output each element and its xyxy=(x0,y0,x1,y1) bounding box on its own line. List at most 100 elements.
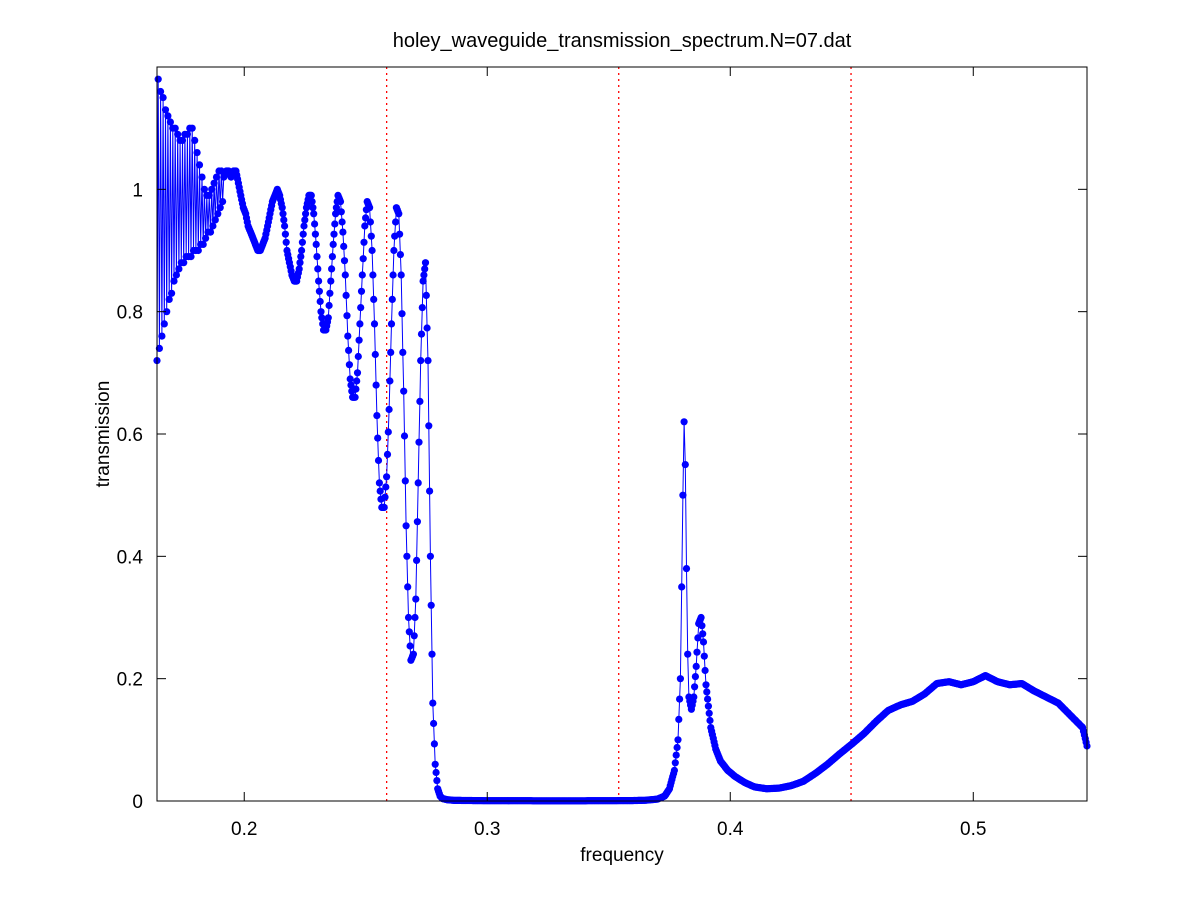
data-point xyxy=(299,230,307,238)
data-point xyxy=(359,255,367,263)
data-point xyxy=(698,622,706,630)
x-tick-label: 0.2 xyxy=(231,819,257,840)
data-point xyxy=(433,777,441,785)
data-point xyxy=(423,324,431,332)
y-tick-label: 0.6 xyxy=(117,425,143,446)
data-point xyxy=(341,271,349,279)
data-point xyxy=(400,432,409,440)
data-point xyxy=(314,265,322,273)
data-point xyxy=(318,314,326,322)
data-point xyxy=(388,295,396,303)
data-point xyxy=(302,210,310,218)
data-point xyxy=(312,240,320,248)
data-point xyxy=(183,130,191,138)
data-point xyxy=(342,291,350,299)
data-point xyxy=(429,699,437,707)
x-tick-label: 0.3 xyxy=(474,819,500,840)
data-point xyxy=(680,418,688,426)
data-point xyxy=(420,271,428,279)
data-point xyxy=(375,479,383,487)
data-point xyxy=(178,136,187,144)
data-point xyxy=(401,477,409,485)
data-point xyxy=(351,393,359,401)
data-point xyxy=(281,230,289,238)
data-point xyxy=(370,320,379,328)
data-point xyxy=(339,228,347,236)
data-point xyxy=(345,346,353,354)
data-point xyxy=(317,308,325,316)
data-point xyxy=(414,479,422,487)
data-point xyxy=(404,583,412,591)
data-point xyxy=(165,295,173,303)
y-tick-label: 1 xyxy=(132,180,143,201)
y-axis-label: transmission xyxy=(93,381,114,488)
data-point xyxy=(200,185,208,193)
data-point xyxy=(172,271,180,279)
data-point xyxy=(191,136,199,144)
data-point xyxy=(392,218,400,226)
data-point xyxy=(383,473,391,481)
data-point xyxy=(671,759,679,767)
data-point xyxy=(163,308,171,316)
data-point xyxy=(332,210,340,218)
data-point xyxy=(157,87,165,96)
data-point xyxy=(390,246,398,255)
data-point xyxy=(187,253,195,261)
data-point xyxy=(376,487,384,495)
data-point xyxy=(159,94,167,102)
data-point xyxy=(370,295,378,303)
data-point xyxy=(355,336,363,344)
data-point xyxy=(313,253,321,261)
data-point xyxy=(386,377,394,385)
data-point xyxy=(374,456,383,465)
data-point xyxy=(399,348,407,356)
data-point xyxy=(175,265,183,273)
data-point xyxy=(678,583,686,591)
data-point xyxy=(324,314,332,322)
data-point xyxy=(673,743,681,752)
data-point xyxy=(396,230,404,238)
data-point xyxy=(154,75,162,83)
data-point xyxy=(398,310,406,318)
data-point xyxy=(402,522,410,530)
data-point xyxy=(298,246,306,255)
data-point xyxy=(690,693,698,701)
data-point xyxy=(337,208,345,216)
data-point xyxy=(345,361,353,369)
data-point xyxy=(206,228,215,236)
data-point xyxy=(280,216,288,224)
data-point xyxy=(694,634,702,642)
data-point xyxy=(387,348,395,356)
data-point xyxy=(205,191,213,199)
data-point xyxy=(344,332,352,340)
data-point xyxy=(395,210,403,218)
data-point xyxy=(166,118,174,126)
data-point xyxy=(427,601,435,609)
data-point xyxy=(328,253,336,261)
x-axis-label: frequency xyxy=(580,845,664,866)
data-point xyxy=(415,438,423,446)
data-point xyxy=(329,240,337,248)
data-point xyxy=(295,265,303,273)
data-point xyxy=(361,222,369,230)
plot-area xyxy=(153,67,1091,805)
data-point xyxy=(700,652,708,660)
data-point xyxy=(411,613,419,622)
data-point xyxy=(676,675,685,683)
data-point xyxy=(699,638,708,646)
data-point xyxy=(691,683,699,691)
data-point xyxy=(419,277,427,285)
data-point xyxy=(298,238,306,246)
data-point xyxy=(382,483,390,491)
data-point xyxy=(684,650,692,658)
data-point xyxy=(428,650,436,658)
data-point xyxy=(309,204,317,212)
data-point xyxy=(198,173,206,181)
data-point xyxy=(354,352,362,361)
data-point xyxy=(340,242,348,250)
data-point xyxy=(704,702,713,710)
data-point xyxy=(362,214,370,222)
data-point xyxy=(692,662,700,671)
data-point xyxy=(180,259,188,267)
